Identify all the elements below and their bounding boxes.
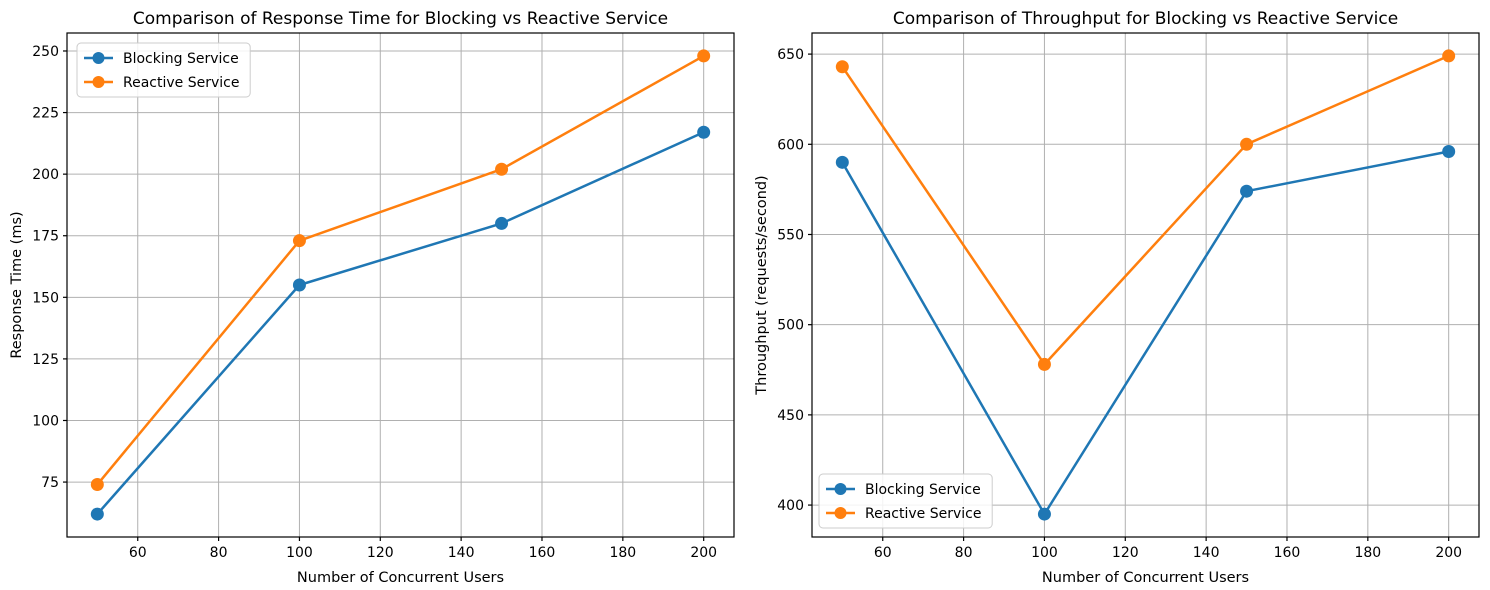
y-tick-label: 550	[777, 227, 804, 243]
y-tick-label: 125	[32, 352, 59, 368]
x-tick-label: 140	[1193, 545, 1220, 561]
legend-label: Blocking Service	[123, 51, 239, 67]
x-tick-label: 200	[690, 545, 717, 561]
y-tick-label: 500	[777, 318, 804, 334]
legend-label: Blocking Service	[865, 482, 981, 498]
y-tick-label: 250	[32, 44, 59, 60]
legend-sample-marker	[92, 52, 105, 64]
data-point-marker	[292, 278, 306, 292]
x-tick-label: 120	[1112, 545, 1139, 561]
y-tick-label: 600	[777, 137, 804, 153]
series-line-blocking	[841, 150, 1450, 516]
x-tick-label: 180	[1354, 545, 1381, 561]
legend-label: Reactive Service	[865, 506, 981, 522]
x-tick-label: 60	[129, 545, 147, 561]
data-point-marker	[292, 234, 306, 248]
data-point-marker	[697, 49, 711, 63]
x-tick-label: 80	[210, 545, 228, 561]
x-tick-label: 60	[874, 545, 892, 561]
y-tick-label: 100	[32, 413, 59, 429]
y-tick-label: 400	[777, 498, 804, 514]
legend-box	[76, 42, 251, 98]
response-time-chart: 60 80 100 120 140 160 180 200 75 100 125 150 175 200 2…	[9, 9, 735, 586]
y-tick-label: 200	[32, 167, 59, 183]
y-tick-label: 150	[32, 290, 59, 306]
legend-sample-marker	[92, 76, 105, 88]
y-tick-label: 650	[777, 47, 804, 63]
x-tick-label: 160	[529, 545, 556, 561]
x-tick-label: 120	[367, 545, 394, 561]
x-tick-label: 140	[448, 545, 475, 561]
x-tick-label: 180	[609, 545, 636, 561]
x-tick-label: 100	[286, 545, 313, 561]
chart-title: Comparison of Throughput for Blocking vs…	[893, 9, 1398, 29]
legend-sample-marker	[834, 507, 847, 519]
x-tick-label: 200	[1435, 545, 1462, 561]
x-tick-label: 100	[1031, 545, 1058, 561]
data-point-marker	[1442, 49, 1456, 63]
y-tick-label: 450	[777, 408, 804, 424]
axes-spines	[811, 32, 1480, 538]
y-axis-label: Response Time (ms)	[9, 211, 25, 358]
data-point-marker	[1240, 137, 1254, 151]
chart-title: Comparison of Response Time for Blocking…	[133, 9, 668, 29]
series-line-reactive	[96, 54, 705, 486]
data-point-marker	[697, 125, 711, 139]
data-point-marker	[1442, 145, 1456, 159]
x-axis-label: Number of Concurrent Users	[297, 570, 504, 586]
data-point-marker	[495, 216, 509, 230]
series-line-blocking	[96, 131, 705, 516]
data-point-marker	[90, 478, 104, 492]
legend-sample-marker	[834, 483, 847, 495]
data-point-marker	[1037, 507, 1051, 521]
response-time-plot-svg: 60 80 100 120 140 160 180 200 75 100 125 150 175 200 2…	[9, 9, 735, 586]
x-axis-label: Number of Concurrent Users	[1042, 570, 1249, 586]
throughput-plot-svg: 60 80 100 120 140 160 180 200 400 450 500 550 600 650…	[754, 9, 1480, 586]
legend-label: Reactive Service	[123, 75, 239, 91]
y-tick-label: 175	[32, 229, 59, 245]
x-tick-label: 160	[1274, 545, 1301, 561]
throughput-chart: 60 80 100 120 140 160 180 200 400 450 500 550 600 650…	[745, 0, 1490, 590]
axes-spines	[66, 32, 735, 538]
data-point-marker	[835, 60, 849, 74]
data-point-marker	[1037, 357, 1051, 371]
data-point-marker	[90, 507, 104, 521]
data-point-marker	[495, 162, 509, 176]
series-line-reactive	[841, 54, 1450, 366]
data-point-marker	[1240, 184, 1254, 198]
y-tick-label: 75	[41, 475, 59, 491]
legend-box	[818, 473, 993, 529]
x-tick-label: 80	[955, 545, 973, 561]
y-tick-label: 225	[32, 106, 59, 122]
y-axis-label: Throughput (requests/second)	[754, 175, 770, 395]
data-point-marker	[835, 155, 849, 169]
